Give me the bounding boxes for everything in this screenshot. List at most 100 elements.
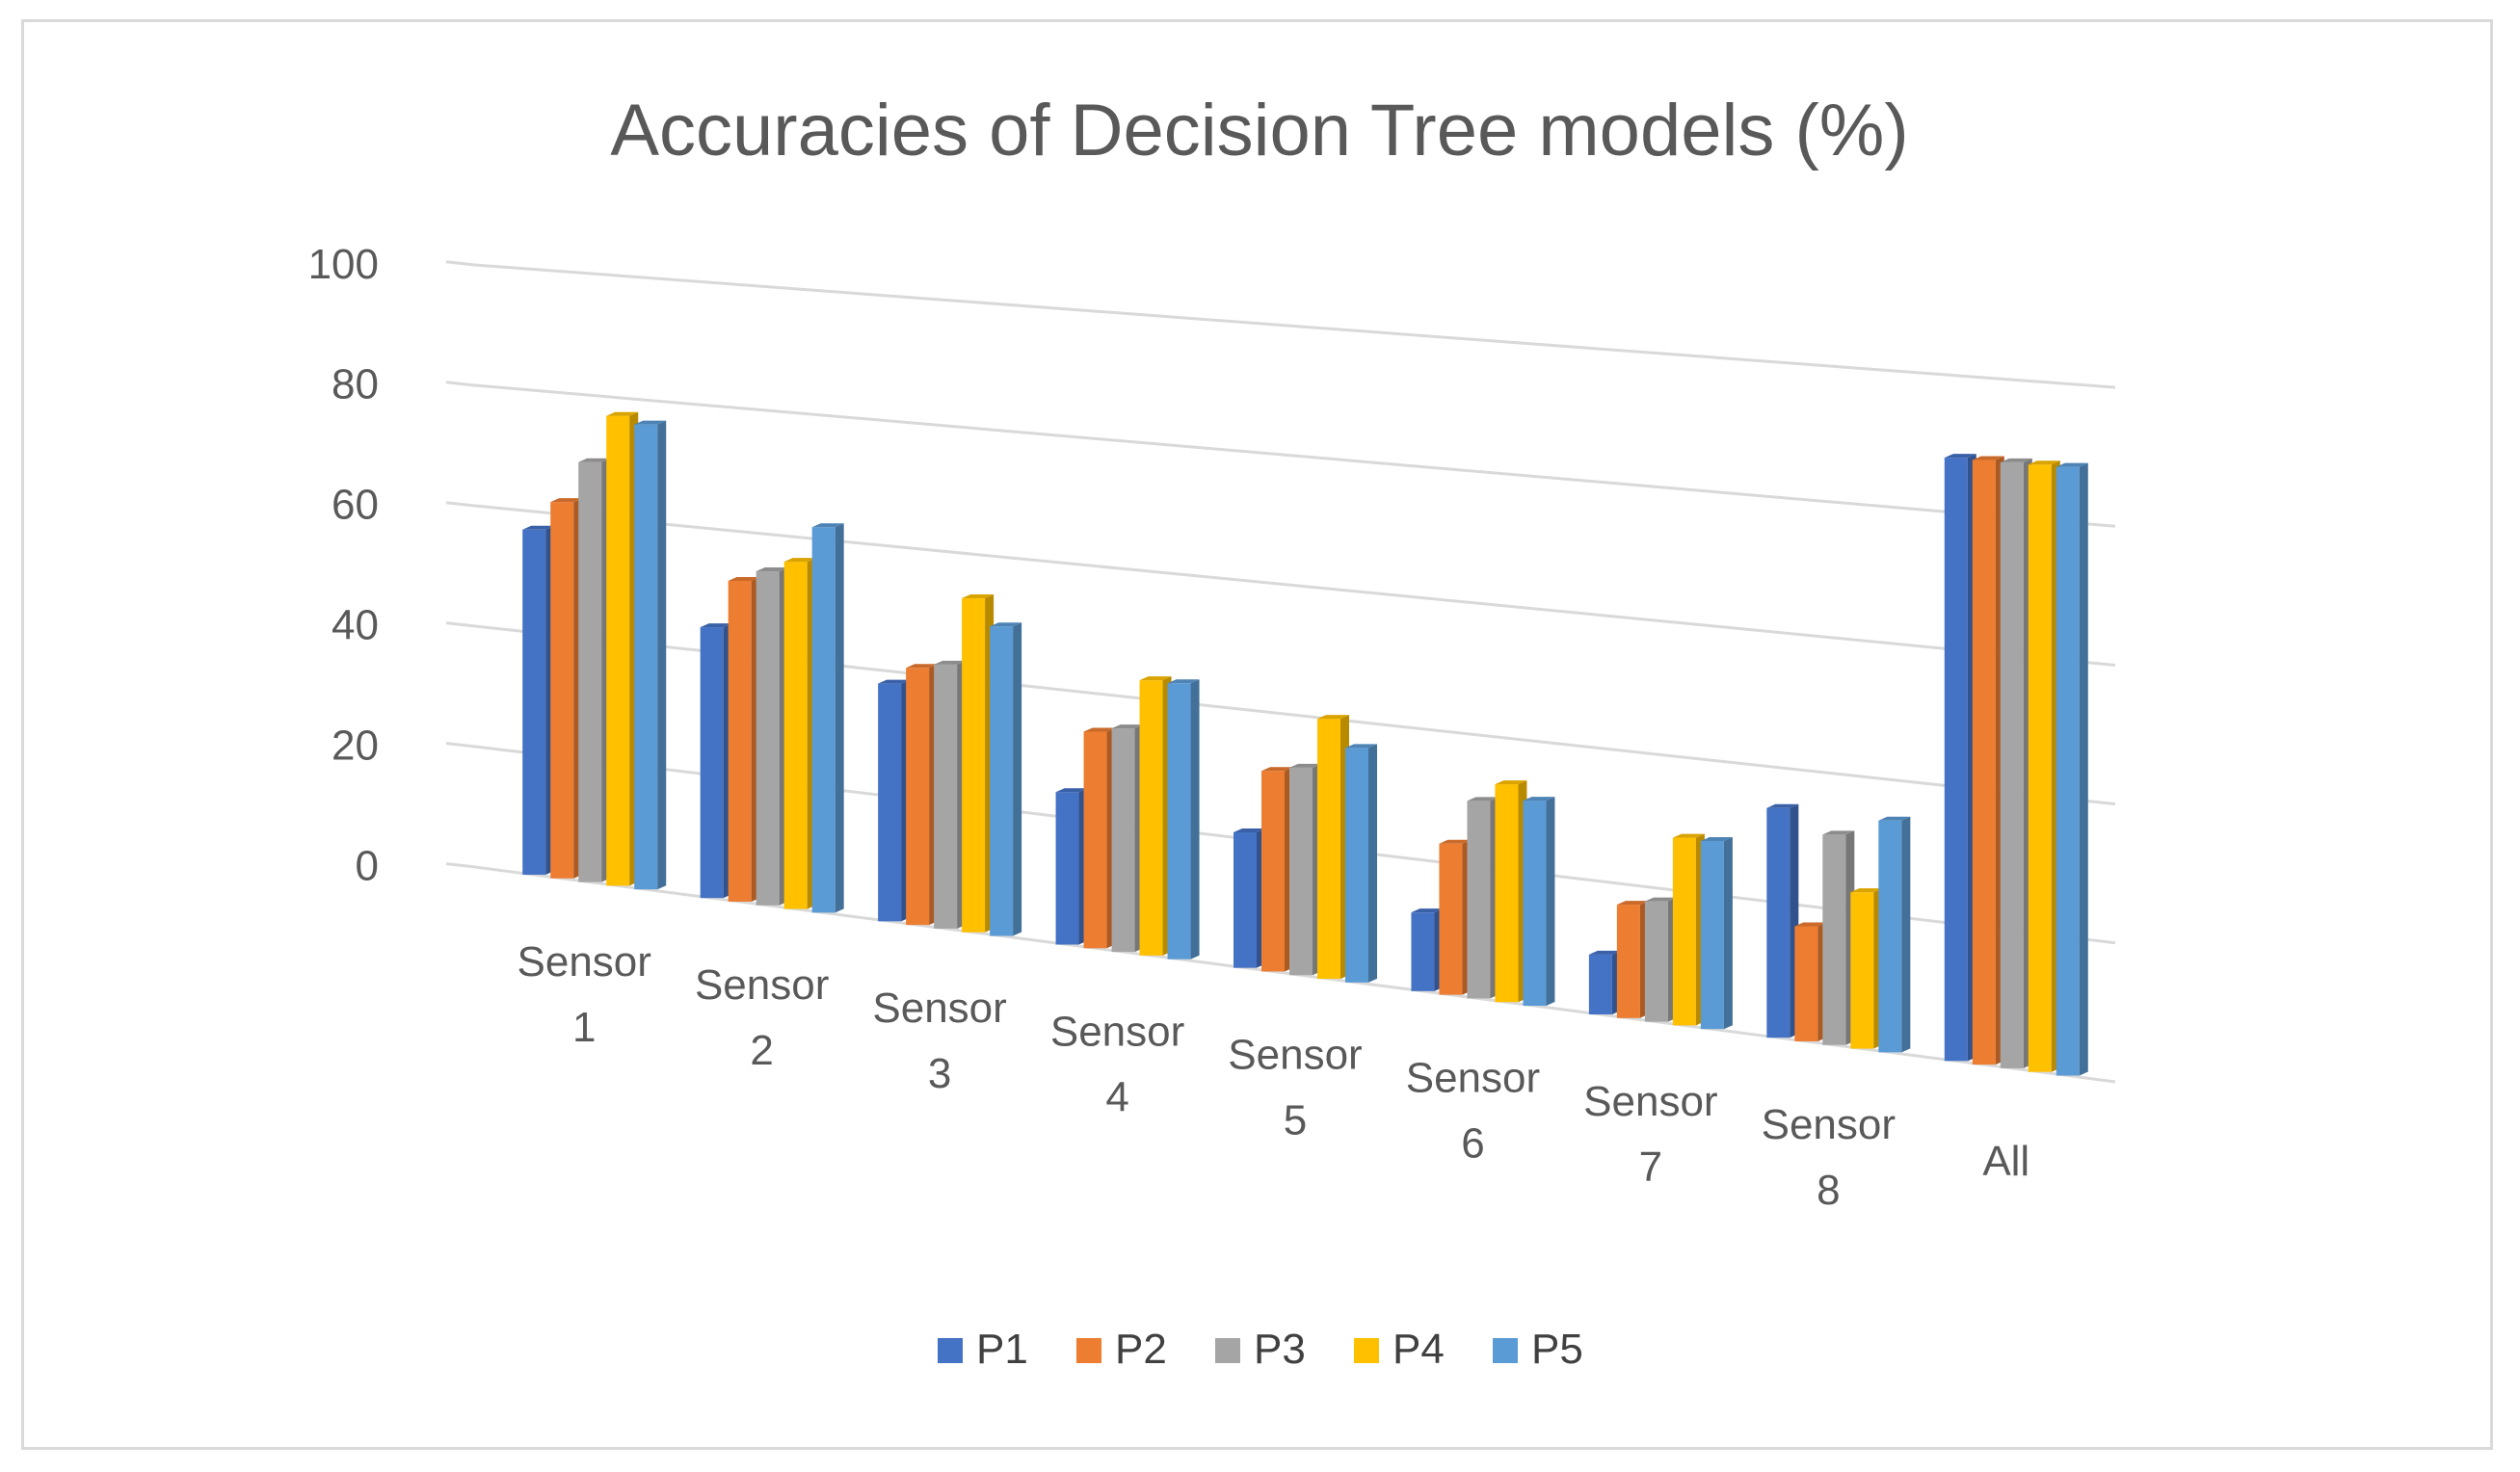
y-tick-label: 100 xyxy=(308,241,379,288)
bar-side xyxy=(1723,836,1733,1030)
category-label: All xyxy=(1982,1138,2029,1185)
bar-p1-8 xyxy=(1766,803,1799,1038)
bar-p3-7 xyxy=(1644,897,1677,1022)
bar-top xyxy=(906,664,939,669)
bar-front xyxy=(1167,683,1191,959)
bar-p1-2 xyxy=(700,623,732,899)
bar-p3-3 xyxy=(934,660,967,929)
bar-top xyxy=(1878,816,1911,821)
legend-swatch xyxy=(1493,1338,1518,1363)
bar-p4-3 xyxy=(962,594,995,933)
bar-p4-9 xyxy=(2028,460,2060,1072)
bar-front xyxy=(1850,892,1874,1049)
legend-item-p2: P2 xyxy=(1076,1326,1167,1373)
bar-front xyxy=(1083,731,1107,949)
bar-p1-5 xyxy=(1233,828,1265,968)
bar-top xyxy=(2056,462,2088,467)
legend-swatch xyxy=(1215,1338,1240,1363)
bar-p5-1 xyxy=(634,420,667,890)
bar-p1-9 xyxy=(1944,454,1976,1062)
bar-top xyxy=(783,558,816,563)
legend-swatch xyxy=(1354,1338,1379,1363)
bar-front xyxy=(1766,807,1791,1038)
bar-top xyxy=(1345,744,1377,749)
bar-front xyxy=(1261,771,1285,972)
bar-p4-2 xyxy=(783,558,816,909)
bar-p2-9 xyxy=(1972,456,2004,1065)
bar-top xyxy=(934,660,967,665)
bar-front xyxy=(1672,837,1696,1026)
y-tick-label: 20 xyxy=(332,723,379,770)
bar-p4-6 xyxy=(1495,780,1527,1003)
bar-p5-8 xyxy=(1878,816,1911,1053)
bar-top xyxy=(1439,839,1472,844)
bar-top xyxy=(1411,908,1444,913)
bar-top xyxy=(1672,833,1705,838)
bars xyxy=(522,411,2088,1076)
bar-p5-6 xyxy=(1523,797,1555,1007)
y-tick-label: 40 xyxy=(332,602,379,649)
bar-p3-4 xyxy=(1111,724,1144,953)
bar-side xyxy=(1901,816,1911,1053)
legend-item-p5: P5 xyxy=(1493,1326,1583,1373)
bar-p2-2 xyxy=(728,576,760,902)
bar-p5-5 xyxy=(1345,744,1377,983)
bar-front xyxy=(1588,954,1612,1014)
bar-top xyxy=(1083,727,1116,732)
category-label: Sensor 8 xyxy=(1762,1101,1896,1214)
bar-side xyxy=(1190,679,1200,959)
gridline-20 xyxy=(445,742,473,749)
bar-p2-8 xyxy=(1794,922,1827,1041)
bar-p2-4 xyxy=(1083,727,1116,949)
bar-p4-7 xyxy=(1672,833,1705,1026)
bar-top xyxy=(962,594,995,599)
bar-top xyxy=(522,525,555,530)
bar-front xyxy=(783,562,808,909)
bar-front xyxy=(1700,840,1724,1030)
bar-top xyxy=(1944,454,1976,459)
bar-top xyxy=(1523,797,1555,802)
bar-front xyxy=(1616,905,1640,1018)
bar-top xyxy=(878,679,911,684)
bar-top xyxy=(1850,888,1883,893)
gridline-80 xyxy=(445,381,473,387)
y-axis-ticks: 0 20 40 60 80 100 xyxy=(308,241,379,890)
bar-p4-5 xyxy=(1317,715,1349,980)
bar-front xyxy=(990,626,1014,936)
bar-top xyxy=(578,458,611,462)
bar-top xyxy=(1139,676,1172,681)
bar-front xyxy=(550,502,574,879)
bar-p3-6 xyxy=(1467,797,1499,999)
bar-front xyxy=(522,529,546,876)
y-tick-label: 0 xyxy=(356,843,379,890)
bar-top xyxy=(1616,901,1649,906)
bar-front xyxy=(1467,801,1491,999)
bar-p5-2 xyxy=(811,523,844,913)
chart-title: Accuracies of Decision Tree models (%) xyxy=(610,90,1908,171)
y-tick-label: 80 xyxy=(332,361,379,408)
legend-item-p3: P3 xyxy=(1215,1326,1306,1373)
bar-top xyxy=(1495,780,1527,785)
bar-top xyxy=(634,420,667,425)
bar-front xyxy=(962,598,986,933)
category-label: Sensor 1 xyxy=(517,938,651,1051)
bar-top xyxy=(728,576,760,581)
bar-top xyxy=(2000,458,2032,462)
bar-side xyxy=(1546,797,1555,1007)
category-label: Sensor 6 xyxy=(1406,1055,1540,1168)
bar-p4-8 xyxy=(1850,888,1883,1049)
gridline-0 xyxy=(445,862,473,869)
bar-top xyxy=(1467,797,1499,802)
bar-front xyxy=(1345,748,1368,983)
category-label: Sensor 7 xyxy=(1583,1078,1717,1191)
bar-p1-4 xyxy=(1055,788,1088,945)
bar-top xyxy=(1261,767,1293,772)
bar-p3-5 xyxy=(1289,763,1321,976)
bar-front xyxy=(2028,464,2052,1072)
bar-front xyxy=(1411,912,1435,991)
gridline-80-span xyxy=(471,383,2116,528)
bar-front xyxy=(1233,831,1257,968)
bar-front xyxy=(756,571,780,906)
category-label: Sensor 5 xyxy=(1228,1031,1362,1143)
bar-front xyxy=(1439,843,1463,995)
